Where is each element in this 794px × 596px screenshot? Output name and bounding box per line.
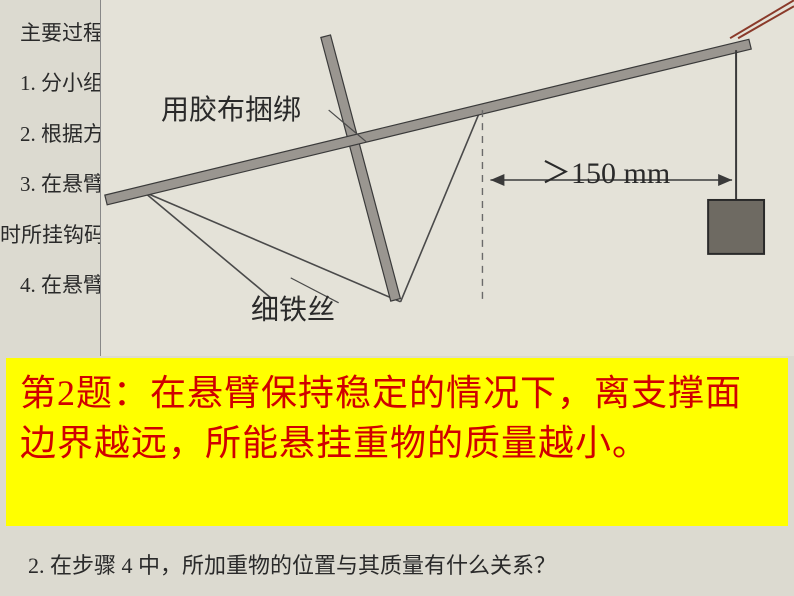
bottom-question: 2. 在步骤 4 中，所加重物的位置与其质量有什么关系？	[28, 548, 556, 580]
label-dimension: ＞150 mm	[541, 148, 670, 192]
highlight-box: 第2题：在悬臂保持稳定的情况下，离支撑面边界越远，所能悬挂重物的质量越小。	[6, 358, 788, 526]
diagram-area: 用胶布捆绑 细铁丝 ＞150 mm	[100, 0, 794, 356]
label-wire: 细铁丝	[251, 288, 335, 328]
diagram-svg	[101, 0, 794, 356]
label-tape: 用胶布捆绑	[161, 88, 301, 128]
highlight-text: 第2题：在悬臂保持稳定的情况下，离支撑面边界越远，所能悬挂重物的质量越小。	[20, 368, 774, 469]
